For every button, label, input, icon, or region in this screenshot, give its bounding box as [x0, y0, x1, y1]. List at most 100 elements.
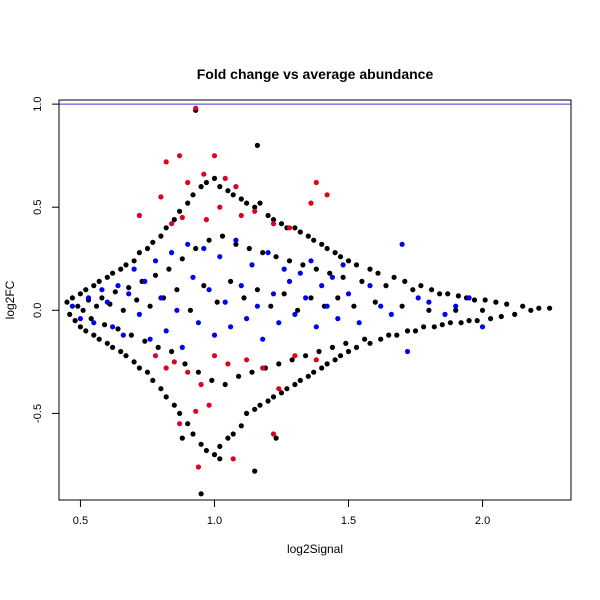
- data-point-s0-164: [410, 287, 416, 293]
- data-point-s0-73: [206, 237, 212, 243]
- data-point-s0-109: [276, 361, 282, 367]
- data-point-s0-189: [520, 303, 526, 309]
- data-point-s0-77: [214, 299, 220, 305]
- data-point-s0-68: [198, 184, 204, 190]
- data-point-s0-119: [295, 307, 301, 313]
- data-point-s0-173: [445, 291, 451, 297]
- data-point-s0-149: [353, 344, 360, 350]
- x-tick-label-0: 0.5: [73, 515, 88, 527]
- data-point-s0-131: [319, 241, 325, 247]
- data-point-s1-28: [228, 324, 234, 330]
- data-point-s0-36: [136, 250, 142, 256]
- data-point-s0-98: [254, 287, 260, 293]
- data-point-s0-143: [340, 274, 346, 280]
- data-point-s0-41: [144, 369, 151, 375]
- data-point-s0-129: [313, 266, 319, 272]
- data-point-s1-47: [329, 274, 335, 280]
- data-point-s1-43: [308, 258, 314, 264]
- chart-title: Fold change vs average abundance: [197, 66, 434, 82]
- data-point-s1-4: [99, 287, 105, 293]
- data-point-s0-1: [67, 311, 73, 317]
- data-point-s0-90: [238, 423, 244, 429]
- data-point-s0-57: [177, 208, 183, 214]
- data-point-s0-75: [211, 175, 218, 181]
- data-point-s0-142: [337, 353, 344, 359]
- data-point-s0-184: [488, 316, 494, 322]
- data-point-s1-5: [104, 299, 110, 305]
- x-tick-label-1: 1.0: [207, 515, 222, 527]
- data-point-s1-61: [466, 295, 472, 301]
- data-point-s0-175: [453, 307, 459, 313]
- data-point-s2-26: [211, 353, 218, 359]
- data-point-s0-171: [437, 291, 443, 297]
- data-point-s2-30: [276, 386, 282, 392]
- data-point-s2-15: [252, 208, 258, 214]
- data-point-s0-160: [394, 332, 400, 338]
- data-point-s1-3: [91, 320, 97, 326]
- data-point-s0-5: [77, 291, 83, 297]
- data-point-s0-100: [257, 402, 263, 408]
- data-point-s0-116: [289, 357, 295, 363]
- data-point-s0-29: [123, 262, 129, 268]
- data-point-s0-22: [110, 270, 116, 276]
- data-point-s1-34: [260, 336, 266, 342]
- data-point-s0-35: [134, 297, 140, 303]
- x-tick-label-2: 1.5: [341, 515, 356, 527]
- data-point-s1-49: [340, 262, 346, 268]
- data-point-s0-128: [311, 369, 317, 375]
- data-point-s0-69: [198, 441, 204, 447]
- data-point-s0-71: [203, 179, 209, 186]
- data-point-s0-180: [471, 297, 478, 303]
- data-point-s0-151: [362, 336, 368, 342]
- data-point-s0-37: [136, 365, 142, 371]
- data-point-s0-52: [166, 266, 172, 272]
- data-point-s0-124: [305, 233, 311, 239]
- data-point-s0-8: [83, 287, 89, 293]
- data-point-s0-83: [225, 435, 231, 441]
- data-point-s0-145: [345, 258, 352, 264]
- data-point-s2-20: [238, 212, 244, 219]
- data-point-s0-147: [351, 303, 357, 309]
- data-point-s2-0: [193, 105, 199, 111]
- data-point-s0-158: [386, 332, 392, 338]
- data-point-s1-36: [270, 291, 277, 297]
- data-point-s1-23: [201, 245, 207, 252]
- data-point-s1-60: [453, 303, 459, 309]
- data-point-s1-50: [345, 291, 352, 297]
- data-point-s2-27: [225, 361, 231, 367]
- data-point-s0-32: [128, 332, 134, 338]
- data-point-s2-32: [313, 357, 319, 363]
- data-point-s1-41: [297, 270, 303, 276]
- data-point-s0-96: [252, 204, 258, 210]
- data-point-s0-16: [96, 336, 102, 342]
- data-point-s0-190: [528, 307, 534, 313]
- data-point-s2-6: [185, 179, 191, 186]
- data-point-s0-195: [198, 491, 204, 497]
- data-point-s2-28: [244, 357, 250, 363]
- data-point-s0-56: [174, 287, 180, 293]
- data-point-s0-152: [367, 266, 373, 272]
- data-point-s0-93: [244, 410, 250, 416]
- data-point-s0-46: [155, 344, 161, 350]
- data-point-s0-103: [265, 212, 271, 219]
- data-point-s0-84: [228, 278, 234, 284]
- data-point-s0-72: [203, 447, 209, 454]
- data-point-s0-19: [104, 274, 110, 280]
- data-point-s0-15: [96, 278, 102, 284]
- data-point-s1-57: [415, 295, 421, 301]
- data-point-s0-170: [431, 324, 437, 330]
- data-point-s0-51: [163, 394, 169, 400]
- data-point-s2-25: [198, 381, 204, 388]
- data-point-s0-163: [404, 328, 411, 334]
- data-point-s0-50: [163, 225, 169, 231]
- data-point-s0-53: [169, 348, 175, 355]
- data-point-s1-54: [388, 311, 394, 317]
- data-point-s0-161: [399, 303, 405, 309]
- data-point-s0-122: [300, 262, 306, 268]
- data-point-s0-177: [458, 320, 464, 326]
- data-point-s0-30: [123, 353, 129, 359]
- data-point-s1-32: [249, 262, 255, 268]
- data-point-s0-64: [190, 192, 196, 198]
- data-point-s0-11: [88, 316, 94, 322]
- data-point-s1-26: [217, 254, 223, 260]
